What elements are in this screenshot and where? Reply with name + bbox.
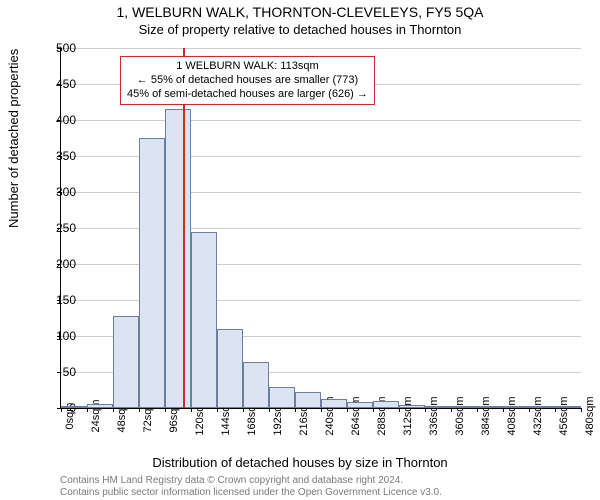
histogram-bar [503,406,529,408]
x-tick-mark [191,408,192,412]
histogram-bar [425,406,451,408]
histogram-bar [399,405,425,408]
histogram-bar [191,232,217,408]
histogram-bar [529,406,555,408]
gridline [61,120,581,121]
y-axis-label: Number of detached properties [6,49,21,228]
histogram-bar [451,406,477,408]
chart-title-line2: Size of property relative to detached ho… [0,22,600,37]
x-tick-mark [113,408,114,412]
y-tick-label: 50 [40,365,76,379]
histogram-bar [321,399,347,408]
y-tick-label: 400 [40,113,76,127]
footer-line1: Contains HM Land Registry data © Crown c… [60,475,403,486]
x-tick-mark [503,408,504,412]
y-tick-label: 500 [40,41,76,55]
callout-line3: 45% of semi-detached houses are larger (… [127,88,368,102]
histogram-bar [139,138,165,408]
chart-title-line1: 1, WELBURN WALK, THORNTON-CLEVELEYS, FY5… [0,4,600,20]
callout-line2: ← 55% of detached houses are smaller (77… [127,74,368,88]
histogram-bar [555,406,581,408]
x-tick-mark [321,408,322,412]
histogram-bar [373,401,399,408]
y-tick-label: 250 [40,221,76,235]
x-tick-mark [165,408,166,412]
histogram-bar [243,362,269,408]
histogram-bar [347,402,373,408]
callout-box: 1 WELBURN WALK: 113sqm← 55% of detached … [120,56,375,105]
x-tick-mark [581,408,582,412]
histogram-bar [113,316,139,408]
histogram-bar [295,392,321,408]
x-tick-mark [347,408,348,412]
x-tick-mark [399,408,400,412]
chart-container: { "chart": { "type": "histogram", "title… [0,0,600,500]
x-tick-mark [217,408,218,412]
x-tick-mark [269,408,270,412]
histogram-bar [477,406,503,408]
x-tick-label: 336sqm [428,396,440,435]
footer-line2: Contains public sector information licen… [60,487,442,498]
y-tick-label: 100 [40,329,76,343]
x-tick-label: 432sqm [532,396,544,435]
x-tick-label: 408sqm [506,396,518,435]
y-tick-label: 450 [40,77,76,91]
x-tick-mark [243,408,244,412]
y-tick-label: 350 [40,149,76,163]
x-tick-mark [139,408,140,412]
x-tick-mark [295,408,296,412]
y-tick-label: 300 [40,185,76,199]
x-tick-mark [451,408,452,412]
y-tick-label: 150 [40,293,76,307]
histogram-bar [61,406,87,408]
histogram-bar [217,329,243,408]
x-tick-mark [477,408,478,412]
histogram-bar [269,387,295,408]
x-tick-mark [425,408,426,412]
x-tick-mark [87,408,88,412]
x-tick-label: 312sqm [402,396,414,435]
x-tick-label: 456sqm [558,396,570,435]
x-tick-label: 480sqm [584,396,596,435]
x-tick-mark [529,408,530,412]
x-tick-label: 384sqm [480,396,492,435]
histogram-bar [87,404,113,408]
x-tick-mark [555,408,556,412]
x-axis-label: Distribution of detached houses by size … [0,455,600,470]
histogram-bar [165,109,191,408]
y-tick-label: 200 [40,257,76,271]
x-tick-label: 360sqm [454,396,466,435]
callout-line1: 1 WELBURN WALK: 113sqm [127,60,368,74]
gridline [61,48,581,49]
x-tick-mark [373,408,374,412]
